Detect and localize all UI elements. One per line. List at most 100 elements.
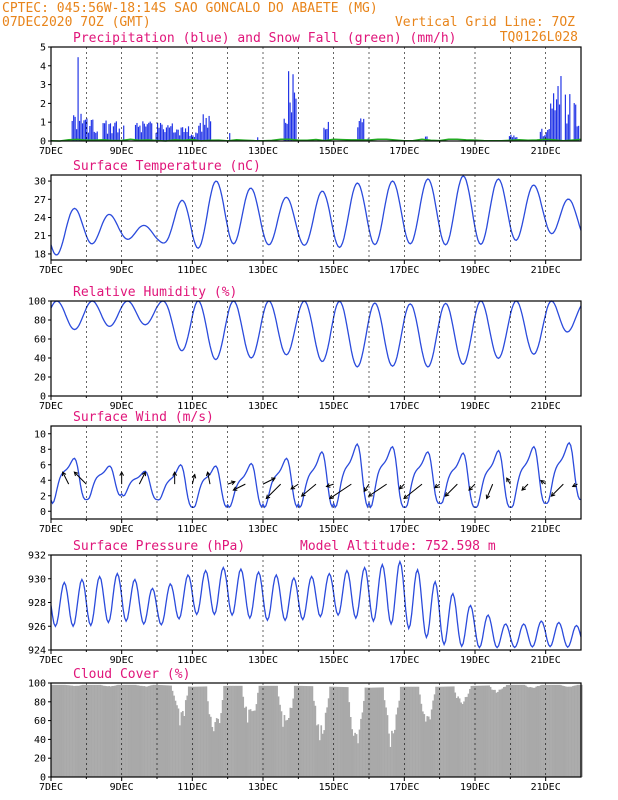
wind-arrow-head <box>191 473 197 479</box>
cloud-bar <box>342 686 345 777</box>
cloud-bar <box>361 712 364 777</box>
precip-bar <box>87 132 89 141</box>
cloud-bar <box>520 684 523 777</box>
cloud-bar <box>536 685 539 777</box>
cloud-bar <box>316 725 318 777</box>
cloud-bar <box>302 685 305 777</box>
x-tick-label: 9DEC <box>110 524 134 535</box>
cloud-bar <box>396 707 399 777</box>
cloud-bar <box>318 740 321 777</box>
precip-bar <box>81 123 84 141</box>
grid-wind <box>86 426 546 519</box>
precip-bar <box>76 129 78 141</box>
precip-bar <box>539 131 541 141</box>
cloud-bar <box>285 720 287 777</box>
series-temp <box>50 175 582 256</box>
cloud-bar <box>192 686 195 777</box>
cloud-bar <box>498 689 501 777</box>
precip-bar <box>569 94 571 141</box>
precip-bar <box>179 135 181 141</box>
cloud-bar <box>460 702 462 777</box>
wind-arrow-head <box>232 486 238 491</box>
precip-bar <box>114 122 116 141</box>
cloud-bar <box>376 687 379 777</box>
cloud-bar <box>276 685 278 777</box>
panel-pres: Surface Pressure (hPa) Model Altitude: 75… <box>28 539 582 666</box>
precip-bar <box>555 99 558 141</box>
wind-arrow <box>329 483 352 499</box>
precip-bar <box>204 124 206 141</box>
cloud-bar <box>143 686 146 777</box>
precip-bar <box>514 137 516 141</box>
x-tick-label: 15DEC <box>319 655 349 666</box>
cloud-bar <box>186 695 189 777</box>
precip-bar <box>285 122 287 141</box>
cloud-bar <box>158 684 161 777</box>
cloud-bar <box>98 684 100 777</box>
wind-arrow-head <box>328 494 334 500</box>
cloud-bar <box>538 686 540 777</box>
cloud-bar <box>196 686 199 777</box>
cloud-bar <box>183 715 186 777</box>
precip-bar <box>104 123 106 141</box>
precip-bar <box>575 104 577 141</box>
x-tick-label: 15DEC <box>319 265 349 276</box>
precip-bar <box>145 126 147 141</box>
cloud-bar <box>92 684 94 777</box>
cloud-bar <box>445 686 448 777</box>
cloud-bar <box>211 726 214 777</box>
cloud-bar <box>227 685 230 777</box>
cloud-bar <box>292 698 295 777</box>
x-tick-label: 7DEC <box>39 782 63 793</box>
cloud-bar <box>380 687 383 777</box>
precip-bar <box>566 123 568 141</box>
cloud-bar <box>480 685 483 777</box>
cloud-bar <box>476 685 479 777</box>
cloud-bar <box>151 685 153 777</box>
cloud-bar <box>404 686 407 777</box>
cloud-bar <box>267 685 270 777</box>
cloud-bar <box>198 686 200 777</box>
cloud-bar <box>232 685 234 777</box>
y-tick-label: 40 <box>34 735 46 746</box>
line-temp <box>50 175 582 256</box>
cloud-bar <box>55 684 58 777</box>
cloud-bar <box>489 686 492 777</box>
cloud-bar <box>255 704 258 777</box>
cloud-bar <box>265 685 268 777</box>
cloud-bar <box>442 686 445 777</box>
cloud-bar <box>56 684 59 777</box>
cloud-bar <box>578 684 580 777</box>
cloud-bar <box>104 685 106 777</box>
cloud-bar <box>414 686 417 777</box>
cloud-bar <box>123 684 125 777</box>
cloud-bar <box>239 685 242 777</box>
cloud-bar <box>364 687 367 777</box>
cloud-bar <box>173 695 175 777</box>
wind-arrow <box>403 483 423 499</box>
x-tick-label: 11DEC <box>177 524 207 535</box>
precip-bar <box>545 132 547 141</box>
cloud-bar <box>117 684 119 777</box>
precip-bar <box>143 123 145 141</box>
series-precip <box>50 57 582 142</box>
cloud-bar <box>417 686 420 777</box>
cloud-bar <box>165 685 168 777</box>
precip-bar <box>286 123 288 141</box>
cloud-bar <box>171 690 174 777</box>
cloud-bar <box>142 686 144 777</box>
cloud-bar <box>329 686 331 777</box>
precip-bar <box>547 129 549 141</box>
cloud-bar <box>473 685 476 777</box>
precip-bar <box>170 126 172 141</box>
precip-bar <box>109 123 112 141</box>
cloud-bar <box>70 685 72 777</box>
cloud-bar <box>263 685 265 777</box>
cloud-bar <box>258 685 261 777</box>
cloud-bar <box>504 686 507 777</box>
cloud-bar <box>461 704 464 777</box>
y-tick-label: 100 <box>28 679 46 690</box>
cloud-bar <box>207 701 209 777</box>
cloud-bar <box>154 684 156 777</box>
cloud-bar <box>561 685 564 777</box>
